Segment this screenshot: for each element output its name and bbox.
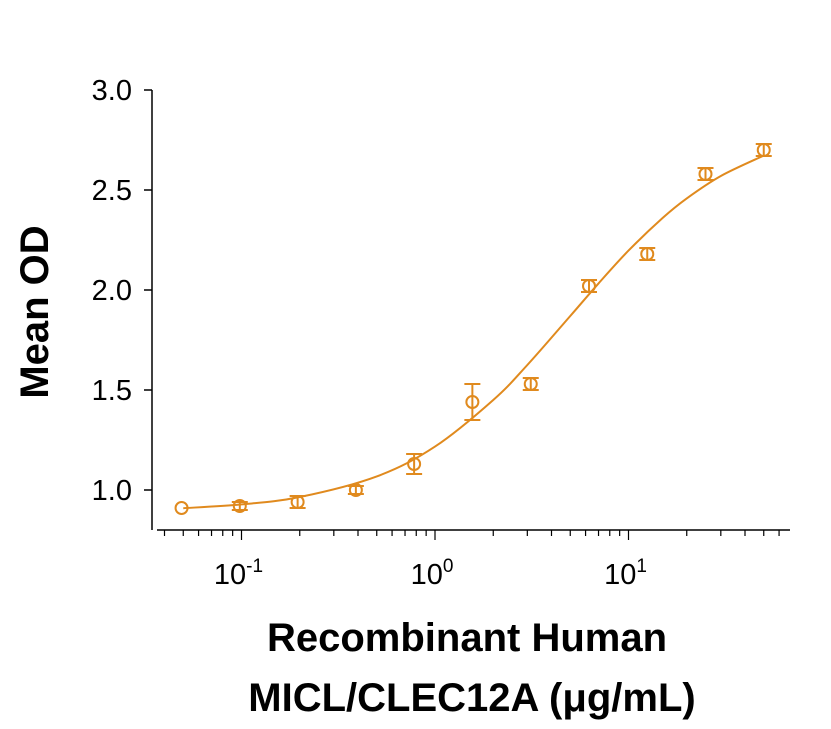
y-tick-label: 2.5 [92,175,132,207]
x-tick-label: 10-1 [214,556,263,591]
data-point [755,143,772,157]
y-tick-label: 3.0 [92,75,132,107]
data-point [464,383,481,421]
data-point [231,499,248,513]
point-marker [290,495,305,509]
data-point [406,453,423,475]
point-marker [756,143,771,157]
x-tick-label: 101 [604,556,647,591]
axes: 1.0 1.5 2.0 2.5 3.0 10-1 100 101 [92,75,790,591]
data-point [289,495,306,509]
point-marker [698,167,713,181]
y-tick-label: 2.0 [92,275,132,307]
data-point [347,483,364,497]
y-axis-label: Mean OD [13,225,57,398]
point-marker [232,499,247,513]
data-point [639,247,656,261]
point-marker [174,501,189,515]
data-point [581,279,598,293]
x-axis-label-line2: MICL/CLEC12A (μg/mL) [248,676,695,720]
point-marker [407,457,422,471]
fit-curve [183,154,765,510]
data-point [174,501,189,515]
data-points [174,143,772,515]
data-point [697,167,714,181]
point-marker [640,247,655,261]
point-marker [465,395,480,409]
point-marker [582,279,597,293]
data-point [522,377,539,391]
point-marker [523,377,538,391]
y-tick-label: 1.5 [92,375,132,407]
y-tick-label: 1.0 [92,475,132,507]
point-marker [348,483,363,497]
x-tick-label: 100 [411,556,454,591]
fit-curve-group [183,154,765,510]
x-axis-label-line1: Recombinant Human [267,616,667,660]
